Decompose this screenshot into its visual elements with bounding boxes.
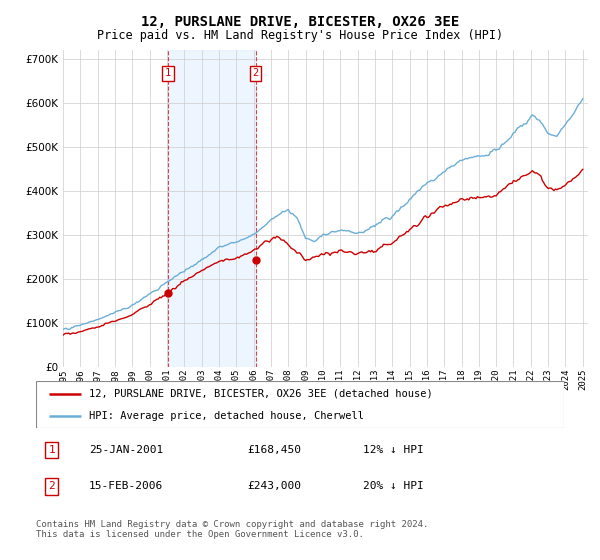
Text: £243,000: £243,000 bbox=[247, 482, 301, 492]
Text: 2: 2 bbox=[49, 482, 55, 492]
Text: 12, PURSLANE DRIVE, BICESTER, OX26 3EE (detached house): 12, PURSLANE DRIVE, BICESTER, OX26 3EE (… bbox=[89, 389, 433, 399]
Text: 1: 1 bbox=[49, 445, 55, 455]
Text: HPI: Average price, detached house, Cherwell: HPI: Average price, detached house, Cher… bbox=[89, 410, 364, 421]
Text: 25-JAN-2001: 25-JAN-2001 bbox=[89, 445, 163, 455]
Text: £168,450: £168,450 bbox=[247, 445, 301, 455]
Text: Contains HM Land Registry data © Crown copyright and database right 2024.
This d: Contains HM Land Registry data © Crown c… bbox=[36, 520, 428, 539]
Text: 1: 1 bbox=[165, 68, 171, 78]
Text: Price paid vs. HM Land Registry's House Price Index (HPI): Price paid vs. HM Land Registry's House … bbox=[97, 29, 503, 42]
Text: 2: 2 bbox=[253, 68, 259, 78]
Text: 20% ↓ HPI: 20% ↓ HPI bbox=[364, 482, 424, 492]
Text: 15-FEB-2006: 15-FEB-2006 bbox=[89, 482, 163, 492]
Bar bbox=[168, 50, 256, 367]
Text: 12, PURSLANE DRIVE, BICESTER, OX26 3EE: 12, PURSLANE DRIVE, BICESTER, OX26 3EE bbox=[141, 15, 459, 29]
Text: 12% ↓ HPI: 12% ↓ HPI bbox=[364, 445, 424, 455]
